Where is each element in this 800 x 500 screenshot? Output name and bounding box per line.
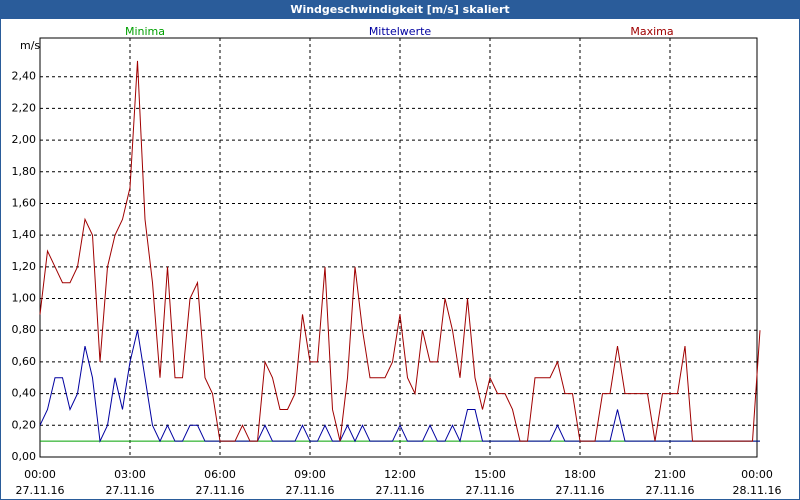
y-tick-label: 2,20: [12, 101, 37, 114]
y-tick-label: 0,00: [12, 450, 37, 463]
y-tick-label: 1,80: [12, 165, 37, 178]
y-tick-label: 0,60: [12, 355, 37, 368]
x-tick-date: 27.11.16: [556, 484, 605, 497]
y-tick-label: 0,80: [12, 323, 37, 336]
y-tick-label: 0,20: [12, 418, 37, 431]
legend-entry: Mittelwerte: [369, 25, 432, 38]
y-tick-label: 1,00: [12, 292, 37, 305]
y-tick-label: 2,40: [12, 70, 37, 83]
title-bar: [0, 0, 800, 19]
x-tick-date: 27.11.16: [646, 484, 695, 497]
legend-entry: Maxima: [630, 25, 673, 38]
series-line: [39, 330, 760, 443]
x-tick-label: 18:00: [564, 468, 596, 481]
chart-title: Windgeschwindigkeit [m/s] skaliert: [290, 3, 509, 16]
x-tick-label: 09:00: [294, 468, 326, 481]
y-tick-label: 0,40: [12, 387, 37, 400]
plot-frame: [39, 37, 758, 458]
x-tick-label: 15:00: [474, 468, 506, 481]
x-tick-label: 00:00: [24, 468, 56, 481]
x-tick-label: 12:00: [384, 468, 416, 481]
y-tick-label: 2,00: [12, 133, 37, 146]
y-tick-label: 1,60: [12, 196, 37, 209]
x-tick-date: 27.11.16: [376, 484, 425, 497]
x-tick-date: 27.11.16: [286, 484, 335, 497]
x-tick-label: 00:00: [741, 468, 773, 481]
y-tick-label: 1,20: [12, 260, 37, 273]
x-tick-date: 27.11.16: [466, 484, 515, 497]
y-tick-label: 1,40: [12, 228, 37, 241]
x-tick-label: 03:00: [114, 468, 146, 481]
legend-entry: Minima: [125, 25, 165, 38]
x-tick-date: 27.11.16: [196, 484, 245, 497]
x-tick-date: 27.11.16: [106, 484, 155, 497]
x-tick-date: 27.11.16: [16, 484, 65, 497]
y-axis-label: m/s: [20, 39, 40, 52]
x-tick-label: 21:00: [654, 468, 686, 481]
x-tick-label: 06:00: [204, 468, 236, 481]
series-line: [39, 60, 761, 442]
x-tick-date: 28.11.16: [733, 484, 782, 497]
